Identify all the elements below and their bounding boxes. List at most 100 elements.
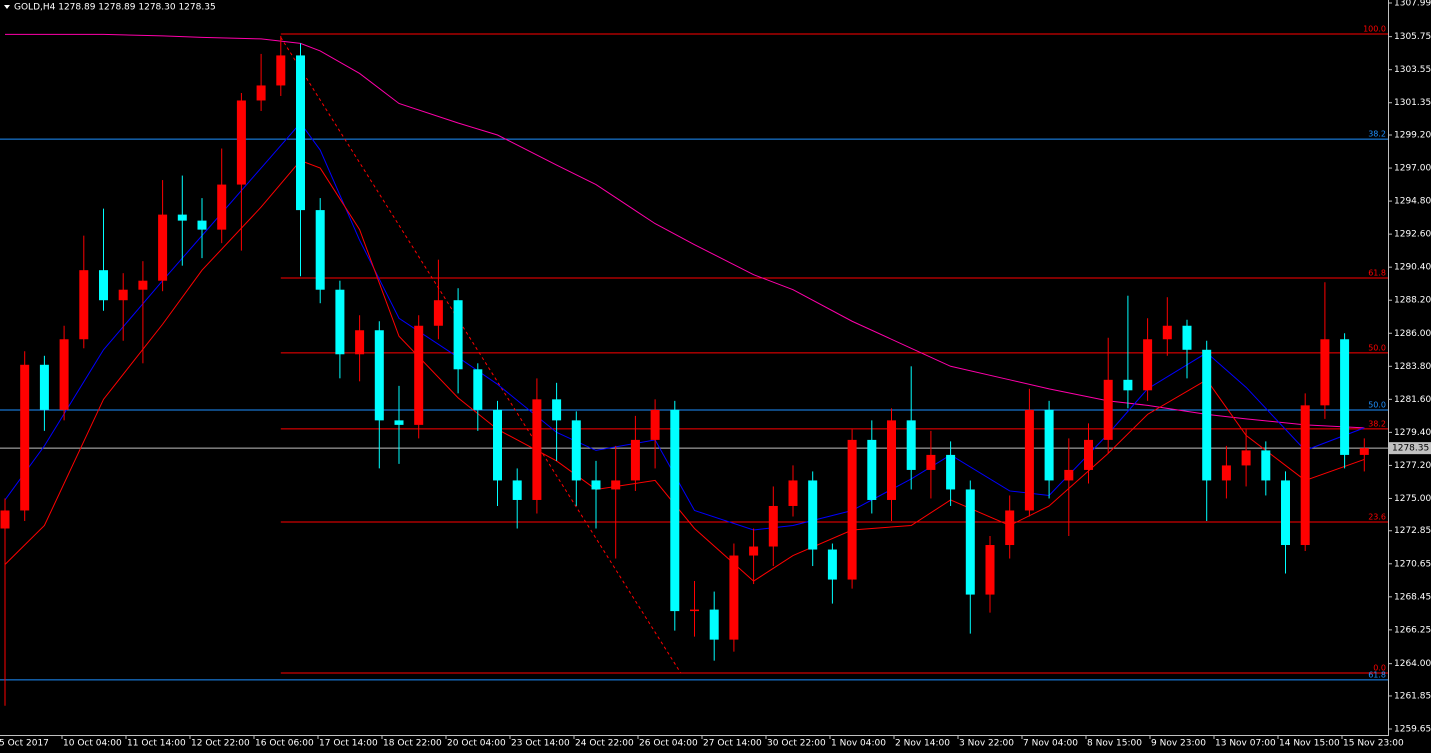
candle-body [79, 270, 89, 340]
candle-body [256, 85, 266, 101]
candle-body [99, 270, 108, 301]
y-tick-label: 1259.65 [1394, 724, 1431, 734]
y-tick-label: 1268.45 [1394, 592, 1431, 602]
candle-body [1005, 510, 1015, 546]
y-tick-label: 1272.85 [1394, 526, 1431, 536]
x-tick-label: 27 Oct 14:00 [703, 739, 762, 749]
x-tick-label: 14 Nov 15:00 [1279, 739, 1340, 749]
candle-body [906, 420, 916, 470]
x-tick-label: 10 Oct 04:00 [63, 739, 122, 749]
candle-body [374, 330, 384, 421]
x-tick-label: 13 Nov 07:00 [1215, 739, 1276, 749]
fib-label: 61.8 [1368, 670, 1386, 679]
x-tick-label: 20 Oct 04:00 [447, 739, 506, 749]
candle-body [709, 609, 719, 640]
candle-body [158, 214, 168, 281]
candle-body [433, 300, 443, 326]
candle-body [729, 555, 739, 640]
y-tick-label: 1283.80 [1394, 362, 1431, 372]
candle-body [1024, 409, 1034, 511]
candle-body [1084, 439, 1093, 470]
x-tick-label: 26 Oct 04:00 [639, 739, 698, 749]
x-tick-label: 24 Oct 22:00 [575, 739, 634, 749]
moving-average [5, 33, 1365, 429]
x-tick-label: 11 Oct 14:00 [127, 739, 186, 749]
x-tick-label: 8 Nov 15:00 [1087, 739, 1142, 749]
candle-body [59, 339, 69, 410]
y-tick-label: 1292.60 [1394, 230, 1431, 240]
x-tick-label: 7 Nov 04:00 [1023, 739, 1078, 749]
candle-body [335, 289, 345, 355]
candle-body [1064, 469, 1074, 481]
candle-body [39, 364, 49, 410]
candle-body [1281, 480, 1290, 546]
candle-body [217, 184, 227, 230]
fib-label: 50.0 [1368, 343, 1386, 352]
fib-label: 23.6 [1368, 513, 1386, 522]
y-tick-label: 1307.99 [1394, 0, 1431, 9]
candle-body [1044, 409, 1054, 481]
candle-body [453, 300, 463, 370]
candle-body [1241, 450, 1251, 466]
candle-body [177, 214, 187, 221]
y-tick-label: 1290.40 [1394, 263, 1431, 273]
y-tick-label: 1270.65 [1394, 559, 1431, 569]
y-tick-label: 1294.80 [1394, 197, 1431, 207]
y-tick-label: 1299.20 [1394, 131, 1431, 141]
candle-body [571, 420, 581, 481]
x-tick-label: 5 Oct 2017 [0, 739, 49, 749]
candle-body [1359, 448, 1369, 455]
candle-body [867, 439, 877, 500]
candle-body [630, 439, 640, 481]
x-tick-label: 15 Nov 23:00 [1343, 739, 1404, 749]
y-tick-label: 1264.00 [1394, 659, 1431, 669]
last-price-label: 1278.35 [1392, 444, 1429, 454]
candle-body [473, 369, 483, 410]
candle-body [1202, 349, 1212, 481]
last-price-box [1389, 442, 1431, 455]
y-tick-label: 1305.75 [1394, 32, 1431, 42]
candle-body [296, 55, 305, 211]
candle-body [315, 210, 325, 290]
menu-triangle[interactable] [4, 5, 10, 9]
x-tick-label: 2 Nov 14:00 [895, 739, 950, 749]
x-tick-label: 3 Nov 22:00 [959, 739, 1014, 749]
candle-body [690, 609, 699, 612]
candle-body [118, 289, 128, 301]
candle-body [394, 420, 404, 425]
trend-line [280, 37, 682, 674]
candle-body [926, 454, 936, 470]
fib-label: 61.8 [1368, 268, 1386, 277]
fib-label: 38.2 [1368, 130, 1386, 139]
y-tick-label: 1288.20 [1394, 296, 1431, 306]
x-tick-label: 18 Oct 22:00 [383, 739, 442, 749]
fib-label: 0.0 [1373, 663, 1386, 672]
candle-body [532, 399, 542, 500]
x-tick-label: 1 Nov 04:00 [831, 739, 886, 749]
candle-body [1261, 450, 1271, 481]
candle-body [788, 480, 798, 506]
candle-body [1340, 339, 1350, 455]
candle-body [650, 409, 660, 440]
y-tick-label: 1281.60 [1394, 395, 1431, 405]
y-tick-label: 1266.25 [1394, 625, 1431, 635]
candle-body [611, 480, 621, 490]
candle-body [965, 489, 975, 595]
candle-body [808, 480, 818, 550]
candle-body [749, 546, 759, 556]
candle-body [0, 510, 10, 529]
candle-body [493, 409, 502, 481]
candle-body [552, 399, 562, 421]
candle-body [591, 480, 601, 490]
y-tick-label: 1275.00 [1394, 494, 1431, 504]
x-tick-label: 16 Oct 06:00 [255, 739, 314, 749]
candle-body [197, 220, 207, 230]
fib-label: 100.0 [1363, 24, 1386, 33]
candle-body [1300, 405, 1310, 546]
candle-body [1103, 379, 1113, 440]
candle-body [1221, 465, 1231, 481]
candle-body [670, 409, 680, 612]
y-tick-label: 1301.35 [1394, 98, 1431, 108]
